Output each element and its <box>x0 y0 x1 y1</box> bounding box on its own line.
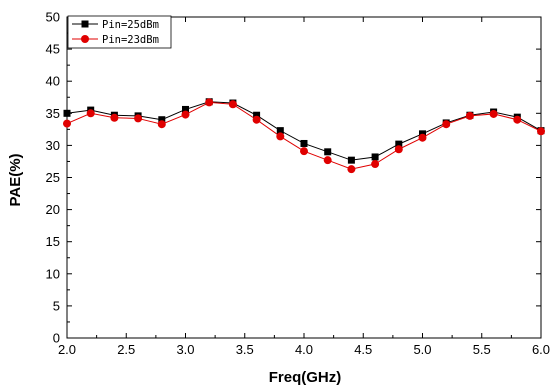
x-tick-label: 3.0 <box>176 342 194 357</box>
y-tick-label: 50 <box>46 10 60 25</box>
legend-marker-series-2 <box>81 35 89 43</box>
data-point <box>347 165 356 174</box>
x-tick-label: 4.0 <box>295 342 313 357</box>
data-point <box>276 127 284 135</box>
y-tick-label: 0 <box>53 331 60 346</box>
y-tick-label: 10 <box>46 266 60 281</box>
legend-label-series-1: Pin=25dBm <box>102 19 159 31</box>
data-point <box>182 105 189 113</box>
data-point <box>228 100 237 109</box>
series-2-markers <box>63 98 545 174</box>
x-tick-label: 2.5 <box>117 342 135 357</box>
y-tick-label: 45 <box>46 42 60 57</box>
data-point <box>86 109 95 118</box>
x-tick-label: 2.0 <box>58 342 76 357</box>
data-point <box>157 120 166 129</box>
y-tick-label: 5 <box>53 298 60 313</box>
x-tick-label: 4.5 <box>354 342 372 357</box>
x-tick-label: 5.0 <box>413 342 431 357</box>
data-point <box>513 115 522 124</box>
legend: Pin=25dBm Pin=23dBm <box>67 15 172 49</box>
y-tick-label: 40 <box>46 74 60 89</box>
data-point <box>252 115 261 124</box>
legend-marker-series-1 <box>81 20 89 28</box>
y-tick-label: 35 <box>46 106 60 121</box>
x-tick-label: 3.5 <box>236 342 254 357</box>
y-axis-title: PAE(%) <box>7 153 24 206</box>
data-point <box>347 156 355 164</box>
y-tick-label: 30 <box>46 138 60 153</box>
data-point <box>323 156 332 165</box>
data-point <box>181 110 190 119</box>
data-point <box>63 119 71 128</box>
data-point <box>300 139 308 147</box>
data-point <box>276 132 285 141</box>
x-axis-title: Freq(GHz) <box>269 369 342 386</box>
data-point <box>158 116 166 124</box>
data-point <box>300 147 308 156</box>
data-point <box>418 133 427 142</box>
data-point <box>394 145 403 154</box>
data-point <box>371 160 380 169</box>
x-tick-label: 6.0 <box>532 342 550 357</box>
data-point <box>205 98 214 107</box>
data-point <box>537 127 545 136</box>
y-tick-label: 15 <box>46 234 60 249</box>
data-point <box>395 140 403 148</box>
axis-ticks <box>66 16 542 339</box>
tick-labels: 2.0 2.5 3.0 3.5 4.0 4.5 5.0 5.5 6.0 0 5 10 15 20 25 30 3… <box>46 10 551 358</box>
series-layer <box>63 98 545 174</box>
data-point <box>324 148 332 156</box>
plot-area <box>66 16 542 339</box>
data-point <box>110 113 119 122</box>
x-tick-label: 5.5 <box>473 342 491 357</box>
data-point <box>134 114 143 123</box>
legend-label-series-2: Pin=23dBm <box>102 34 159 46</box>
data-point <box>465 111 474 120</box>
y-tick-label: 20 <box>46 202 60 217</box>
data-point <box>442 120 451 129</box>
data-point <box>371 153 379 161</box>
data-point <box>489 109 498 118</box>
y-tick-label: 25 <box>46 170 60 185</box>
data-point <box>63 109 71 117</box>
data-point <box>253 111 261 119</box>
plot-frame <box>66 16 542 339</box>
